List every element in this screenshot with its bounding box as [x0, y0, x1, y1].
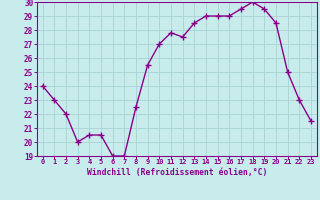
X-axis label: Windchill (Refroidissement éolien,°C): Windchill (Refroidissement éolien,°C)	[87, 168, 267, 177]
